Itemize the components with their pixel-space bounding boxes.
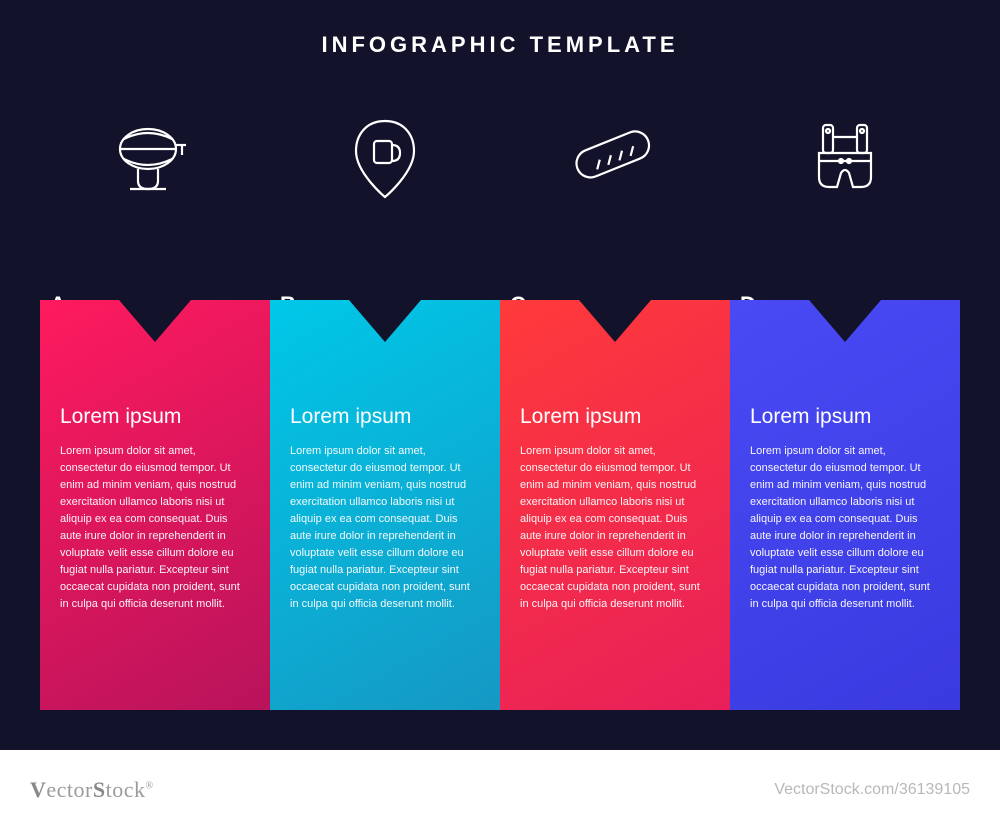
infographic-canvas: INFOGRAPHIC TEMPLATE [0, 0, 1000, 750]
panel-heading: Lorem ipsum [520, 405, 710, 429]
icon-cell-b [270, 100, 500, 220]
panel-heading: Lorem ipsum [750, 405, 940, 429]
panel-text: Lorem ipsum dolor sit amet, consectetur … [520, 443, 710, 613]
icon-cell-d [730, 100, 960, 220]
panel-heading: Lorem ipsum [60, 405, 250, 429]
panel-text: Lorem ipsum dolor sit amet, consectetur … [290, 443, 480, 613]
footer-id-number: 36139105 [899, 781, 970, 798]
main-title: INFOGRAPHIC TEMPLATE [0, 32, 1000, 58]
icons-row [40, 100, 960, 220]
panel-notch [119, 300, 191, 342]
footer-brand: VectorStock® [30, 777, 154, 803]
panel-text: Lorem ipsum dolor sit amet, consectetur … [60, 443, 250, 613]
bread-icon [565, 120, 665, 200]
footer: VectorStock® VectorStock.com/36139105 [0, 750, 1000, 830]
panel-heading: Lorem ipsum [290, 405, 480, 429]
footer-id: VectorStock.com/36139105 [774, 781, 970, 799]
panel-notch [349, 300, 421, 342]
panel-notch [579, 300, 651, 342]
icon-cell-a [40, 100, 270, 220]
barrel-icon [112, 121, 198, 199]
panel-d: Lorem ipsum Lorem ipsum dolor sit amet, … [730, 300, 960, 710]
panel-notch [809, 300, 881, 342]
panels-row: Lorem ipsum Lorem ipsum dolor sit amet, … [40, 300, 960, 710]
icon-cell-c [500, 100, 730, 220]
panel-a: Lorem ipsum Lorem ipsum dolor sit amet, … [40, 300, 270, 710]
panel-c: Lorem ipsum Lorem ipsum dolor sit amet, … [500, 300, 730, 710]
panel-text: Lorem ipsum dolor sit amet, consectetur … [750, 443, 940, 613]
panel-b: Lorem ipsum Lorem ipsum dolor sit amet, … [270, 300, 500, 710]
location-mug-icon [350, 115, 420, 205]
lederhosen-icon [801, 117, 889, 203]
